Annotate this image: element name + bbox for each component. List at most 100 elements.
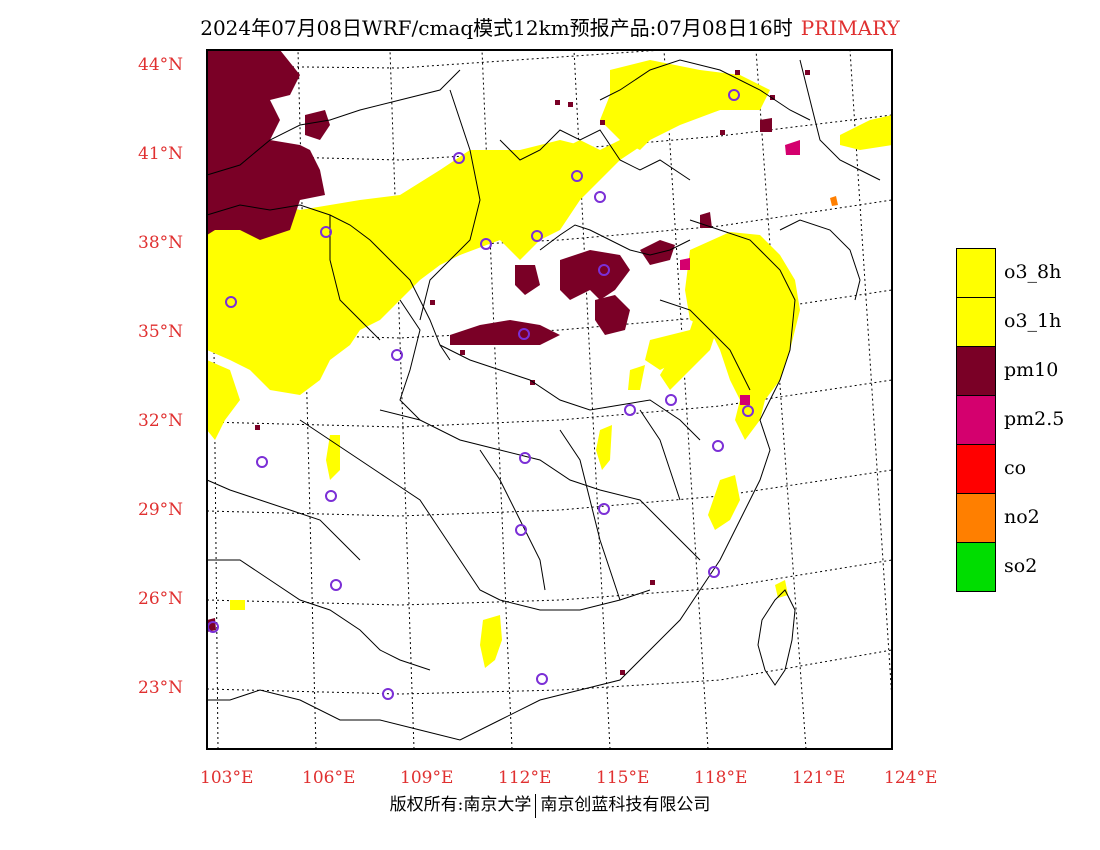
legend-item-no2: no2 — [956, 493, 1040, 543]
province-borders — [206, 59, 881, 741]
graticule-grid — [207, 50, 892, 749]
longitude-label: 121°E — [792, 768, 846, 788]
pollution-speck — [805, 70, 810, 75]
pollution-patch — [595, 295, 630, 335]
legend-item-o3-1h: o3_1h — [956, 297, 1061, 347]
legend-label: so2 — [1004, 555, 1038, 577]
legend-item-pm2-5: pm2.5 — [956, 395, 1064, 445]
pollution-patch — [230, 600, 245, 610]
pollution-patch — [708, 475, 740, 530]
map-frame — [206, 49, 893, 750]
station-marker-icon — [480, 238, 492, 250]
pollution-patch — [450, 320, 560, 345]
latitude-line — [207, 199, 892, 249]
latitude-label: 41°N — [138, 144, 184, 164]
pollution-patch — [207, 50, 325, 240]
pollution-patch — [685, 232, 800, 440]
pollution-patch — [680, 258, 690, 270]
footer-separator — [535, 793, 537, 818]
latitude-line — [207, 649, 892, 695]
legend-item-pm10: pm10 — [956, 346, 1058, 396]
longitude-line — [389, 50, 415, 749]
pollution-speck — [430, 300, 435, 305]
latitude-line — [207, 469, 892, 517]
border-line — [399, 299, 421, 421]
longitude-label: 109°E — [400, 768, 454, 788]
border-line — [299, 419, 651, 611]
border-line — [329, 215, 381, 341]
station-marker-icon — [571, 170, 583, 182]
longitude-line — [663, 50, 709, 749]
station-marker-icon — [728, 89, 740, 101]
station-marker-icon — [624, 404, 636, 416]
legend-item-so2: so2 — [956, 542, 1037, 592]
border-line — [419, 89, 481, 321]
pollution-speck — [770, 95, 775, 100]
station-marker-icon — [598, 264, 610, 276]
legend-label: no2 — [1004, 506, 1040, 528]
pollution-patch — [305, 110, 330, 140]
border-line — [659, 299, 751, 391]
station-marker-icon — [665, 394, 677, 406]
longitude-label: 115°E — [596, 768, 650, 788]
latitude-label: 26°N — [138, 589, 184, 609]
station-marker-icon — [256, 456, 268, 468]
longitude-label: 103°E — [200, 768, 254, 788]
title-main: 2024年07月08日WRF/cmaq模式12km预报产品:07月08日16时 — [200, 16, 793, 40]
border-line — [206, 479, 361, 561]
pollution-patch — [515, 265, 540, 295]
station-marker-icon — [325, 490, 337, 502]
border-line — [379, 409, 701, 561]
station-markers — [207, 89, 754, 700]
pollution-speck — [255, 425, 260, 430]
longitude-line — [297, 50, 317, 749]
pollution-patch — [480, 615, 502, 668]
pollution-speck — [530, 380, 535, 385]
station-marker-icon — [330, 579, 342, 591]
latitude-label: 38°N — [138, 233, 184, 253]
station-marker-icon — [598, 503, 610, 515]
pollution-patch — [207, 360, 240, 440]
pollution-patch — [645, 330, 700, 370]
latitude-line — [207, 379, 892, 428]
pollution-patch — [785, 140, 800, 155]
pollution-patch — [640, 240, 675, 265]
border-line — [207, 219, 796, 741]
border-line — [757, 589, 796, 686]
longitude-line — [481, 50, 513, 749]
legend: o3_8h o3_1h pm10 pm2.5 co no2 so2 — [956, 248, 1064, 592]
pollution-speck — [460, 350, 465, 355]
legend-label: o3_8h — [1004, 261, 1062, 283]
station-marker-icon — [225, 296, 237, 308]
map-title: 2024年07月08日WRF/cmaq模式12km预报产品:07月08日16时 P… — [0, 12, 1100, 41]
pollution-patch — [840, 115, 892, 150]
pollution-patch — [740, 395, 750, 405]
latitude-line — [207, 559, 892, 606]
longitude-label: 118°E — [694, 768, 748, 788]
pollution-patch — [326, 435, 340, 480]
pollution-speck — [555, 100, 560, 105]
border-line — [207, 559, 431, 671]
border-line — [559, 429, 621, 601]
longitude-line — [210, 50, 219, 749]
border-line — [206, 69, 461, 176]
pollution-speck — [650, 580, 655, 585]
footer-right: 南京创蓝科技有限公司 — [540, 795, 711, 815]
pollution-patch — [628, 365, 645, 390]
legend-label: pm10 — [1004, 359, 1059, 381]
latitude-label: 35°N — [138, 322, 184, 342]
pollution-speck — [620, 670, 625, 675]
pollution-patch — [760, 118, 772, 132]
station-marker-icon — [594, 191, 606, 203]
longitude-label: 124°E — [884, 768, 938, 788]
legend-label: pm2.5 — [1004, 408, 1065, 430]
pollution-speck — [568, 102, 573, 107]
pollution-speck — [735, 70, 740, 75]
legend-label: o3_1h — [1004, 310, 1062, 332]
pollution-speck — [720, 130, 725, 135]
legend-label: co — [1004, 457, 1027, 479]
title-primary-tag: PRIMARY — [800, 16, 900, 40]
border-line — [599, 59, 811, 121]
latitude-label: 32°N — [138, 411, 184, 431]
